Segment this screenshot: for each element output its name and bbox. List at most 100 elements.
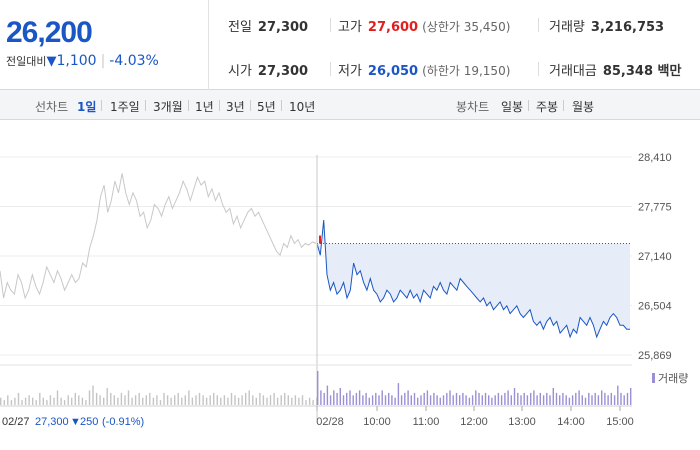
tab-daily-candle[interactable]: 일봉 — [501, 100, 524, 114]
volume-bar — [56, 390, 59, 405]
today-price-line — [316, 220, 630, 339]
volume-bar — [362, 395, 364, 405]
y-tick-label: 27,140 — [638, 251, 672, 263]
volume-bar — [571, 395, 574, 405]
volume-bar — [110, 392, 112, 405]
tab-1day[interactable]: 1일 — [77, 100, 97, 114]
volume-legend-swatch — [652, 373, 655, 383]
stat-label: 시가 — [228, 64, 252, 79]
volume-bar — [442, 395, 445, 405]
volume-bar — [149, 392, 151, 405]
volume-bar — [35, 400, 37, 405]
tab-10year[interactable]: 10년 — [289, 100, 316, 114]
volume-bar — [174, 395, 176, 405]
volume-bar — [446, 392, 448, 405]
stat-label: 고가 — [338, 20, 362, 35]
volume-bar — [163, 392, 165, 405]
volume-bar — [170, 397, 172, 405]
volume-bar — [594, 392, 596, 405]
volume-bar — [21, 400, 23, 405]
volume-bar — [198, 392, 201, 405]
volume-bar — [355, 392, 358, 405]
tab-3year[interactable]: 3년 — [226, 100, 245, 114]
volume-bar — [481, 395, 483, 405]
volume-bar — [410, 395, 412, 405]
volume-bar — [559, 395, 561, 405]
tab-weekly-candle[interactable]: 주봉 — [536, 100, 559, 114]
volume-bar — [305, 400, 307, 405]
volume-bar — [404, 392, 406, 405]
volume-bar — [342, 395, 345, 405]
volume-bar — [562, 392, 564, 405]
volume-bar — [459, 395, 461, 405]
volume-bar — [613, 395, 616, 405]
volume-bar — [14, 397, 16, 405]
volume-bar — [294, 395, 297, 405]
quote-header: 26,200 전일대비▼1,100 | -4.03% 전일 27,300 고가 27,6… — [0, 0, 700, 90]
volume-bar — [252, 395, 254, 405]
volume-bar — [284, 392, 286, 405]
prev-day-change: 250 — [80, 416, 98, 428]
tab-1year[interactable]: 1년 — [195, 100, 214, 114]
volume-bar — [591, 395, 593, 405]
volume-bar — [220, 397, 222, 405]
volume-bar — [630, 388, 632, 405]
volume-bar — [124, 395, 126, 405]
volume-bar — [617, 385, 619, 405]
stat-value: 26,050 — [367, 64, 419, 79]
volume-bar — [620, 392, 622, 405]
volume-bar — [575, 392, 577, 405]
volume-bar — [24, 397, 27, 405]
volume-bar — [53, 397, 55, 405]
volume-bar — [455, 392, 458, 405]
tab-divider — [528, 100, 529, 111]
volume-bar — [588, 392, 590, 405]
tab-monthly-candle[interactable]: 월봉 — [572, 100, 595, 114]
volume-bar — [462, 392, 464, 405]
volume-bar — [276, 397, 279, 405]
volume-bar — [60, 397, 62, 405]
stat-value: 27,600 — [367, 20, 419, 35]
down-arrow-icon: ▼ — [46, 54, 57, 69]
volume-bar — [546, 392, 548, 405]
volume-bar — [49, 395, 52, 405]
change-divider: | — [100, 53, 106, 69]
volume-bar — [195, 395, 197, 405]
volume-bar — [245, 392, 247, 405]
volume-bar — [99, 395, 101, 405]
volume-bar — [248, 390, 250, 405]
lower-limit: (하한가 19,150) — [422, 64, 511, 78]
tab-5year[interactable]: 5년 — [257, 100, 276, 114]
volume-bar — [184, 395, 186, 405]
volume-bar — [63, 400, 66, 405]
volume-bar — [610, 392, 612, 405]
volume-bar — [95, 392, 98, 405]
volume-bar — [391, 395, 393, 405]
x-tick-label: 11:00 — [413, 416, 440, 428]
volume-bar — [468, 397, 471, 405]
tab-1week[interactable]: 1주일 — [110, 100, 140, 114]
volume-bar — [368, 397, 370, 405]
intraday-chart[interactable]: 28,410 27,775 27,140 26,504 25,869 거래량 02/28… — [0, 120, 700, 450]
volume-bar — [336, 392, 338, 405]
volume-legend: 거래량 — [658, 372, 688, 385]
volume-bar — [601, 390, 603, 405]
y-tick-label: 28,410 — [638, 152, 672, 164]
volume-bar — [316, 397, 318, 405]
volume-bars — [0, 371, 632, 405]
tab-divider — [219, 100, 220, 111]
volume-bar — [159, 400, 162, 405]
volume-bar — [145, 395, 147, 405]
volume-bar — [500, 395, 503, 405]
stat-value: 27,300 — [257, 20, 309, 35]
upper-limit: (상한가 35,450) — [422, 20, 511, 34]
volume-bar — [439, 397, 441, 405]
x-tick-label: 10:00 — [363, 416, 391, 428]
volume-bar — [10, 400, 13, 405]
tab-3month[interactable]: 3개월 — [153, 100, 183, 114]
volume-bar — [255, 397, 257, 405]
volume-bar — [78, 395, 80, 405]
volume-bar — [452, 395, 454, 405]
volume-bar — [262, 395, 265, 405]
volume-bar — [565, 395, 567, 405]
